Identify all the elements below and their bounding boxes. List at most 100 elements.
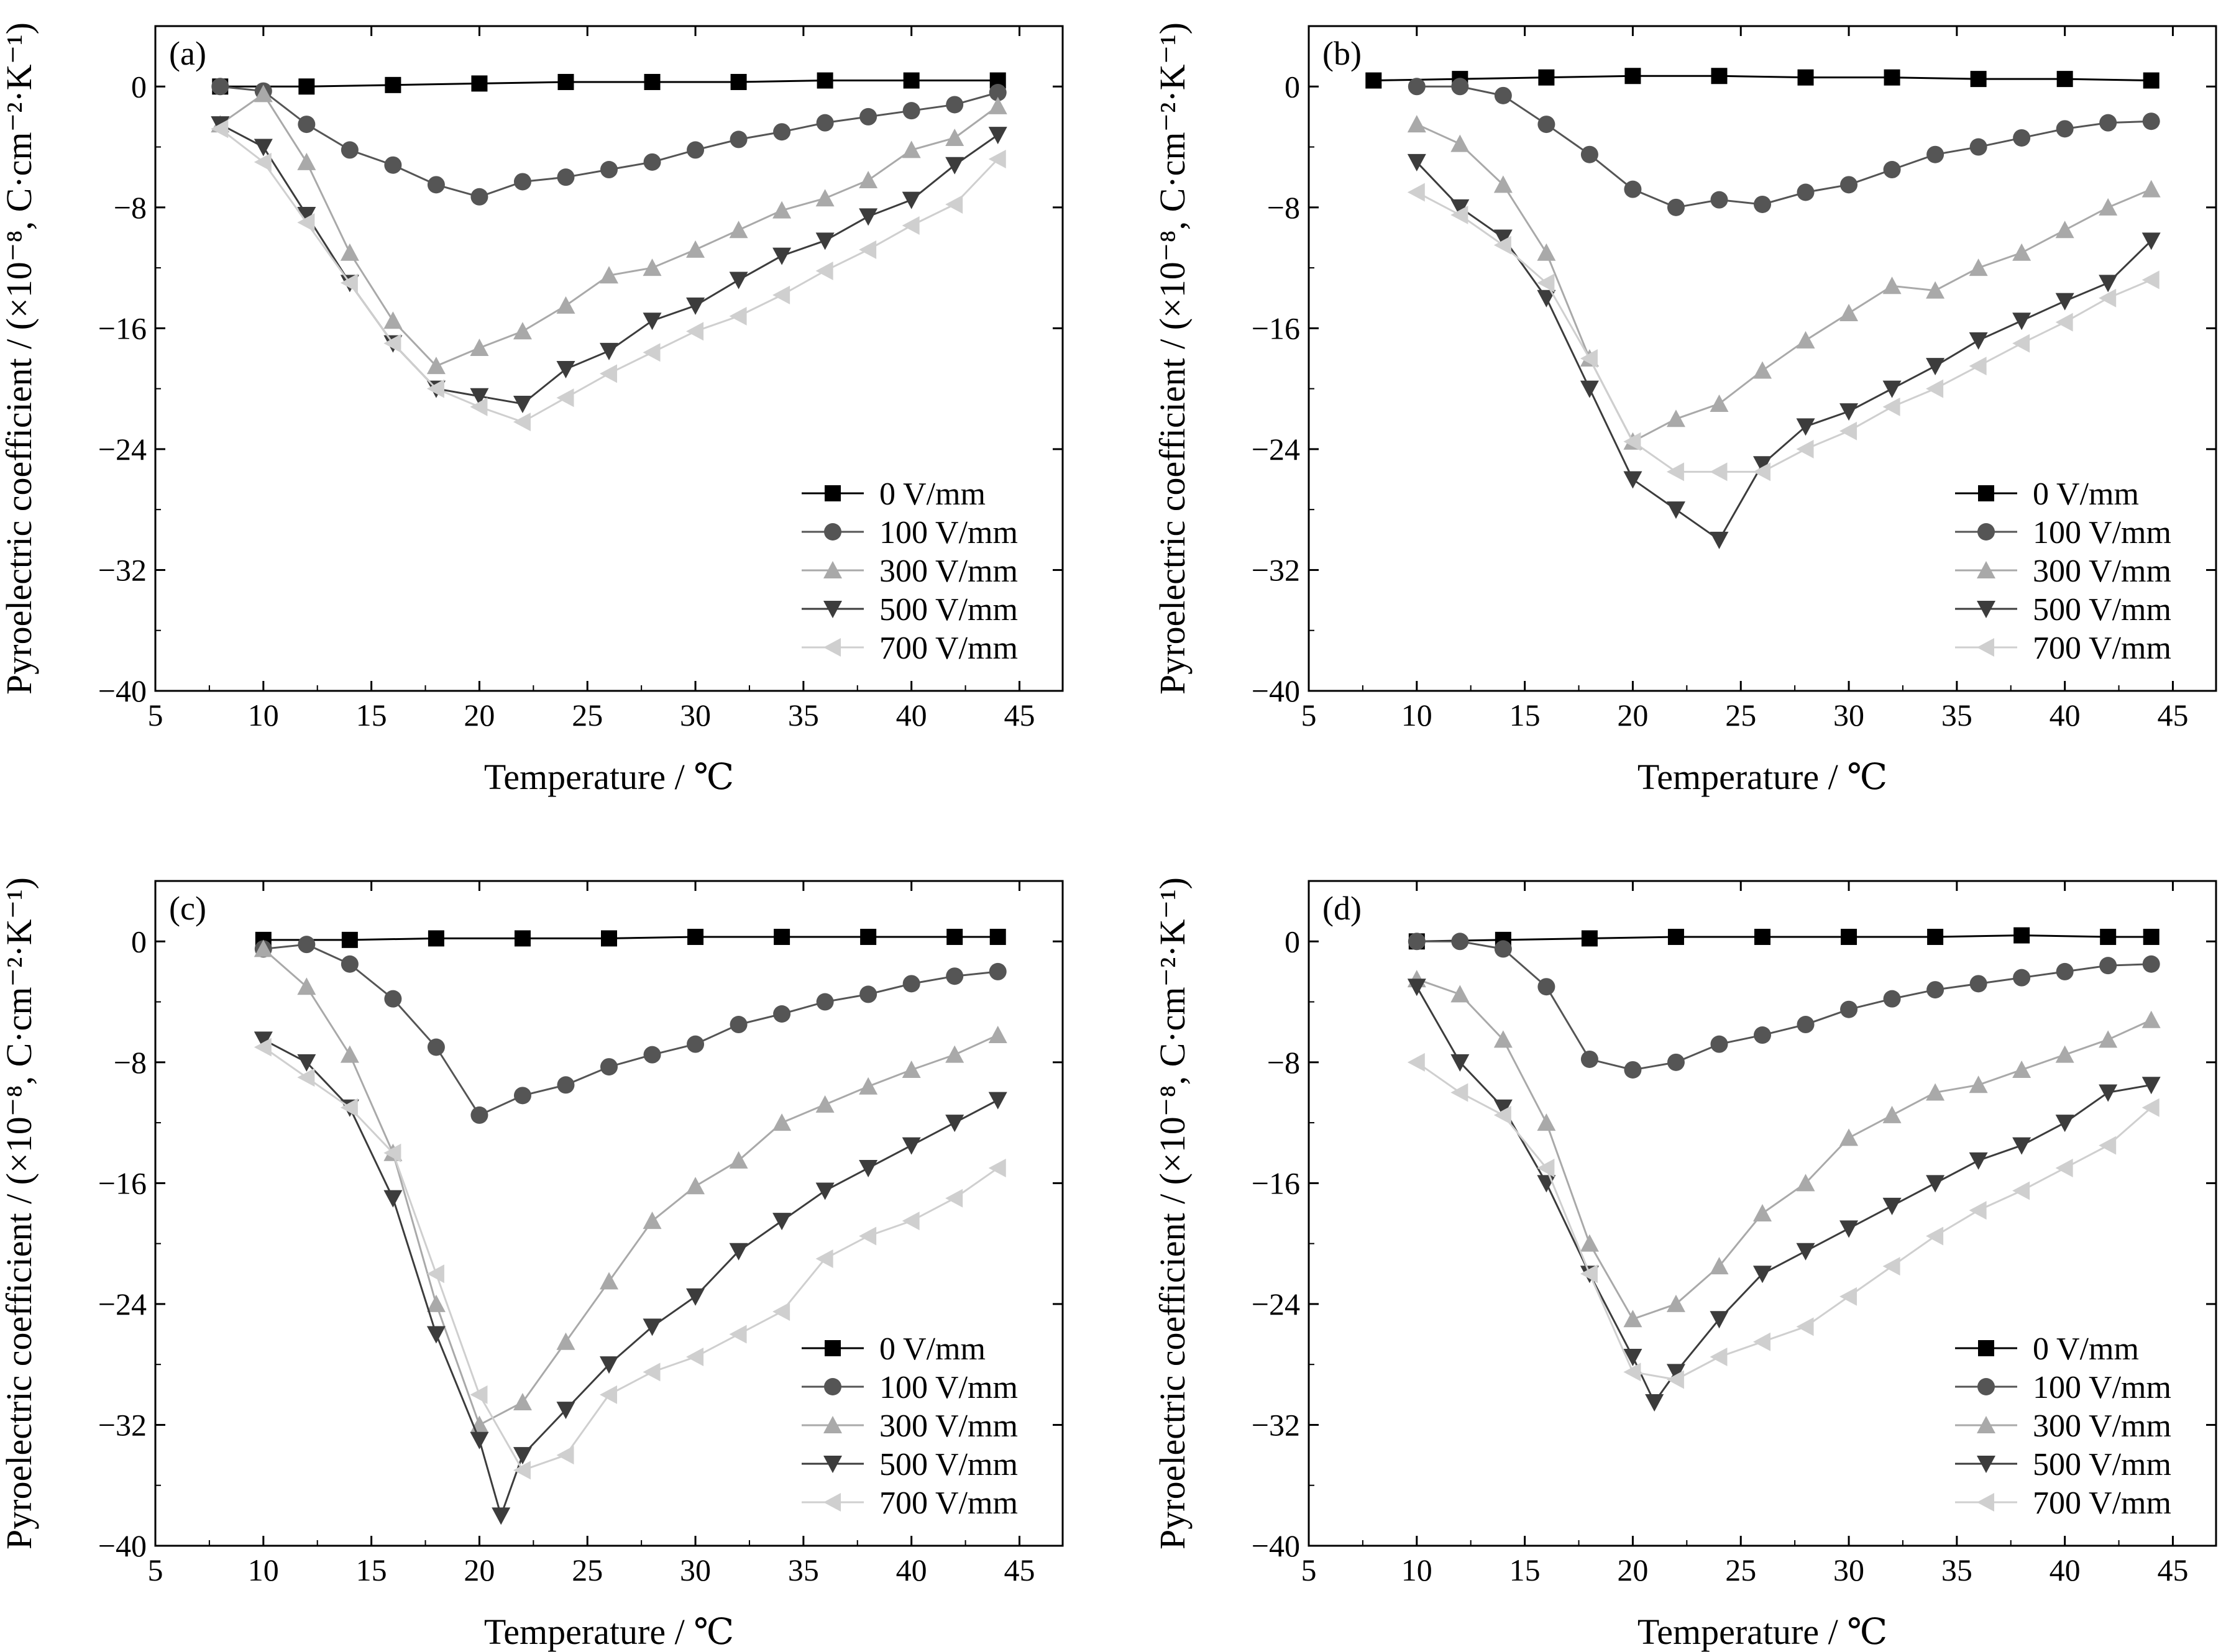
- data-point: [556, 296, 575, 314]
- x-tick-label: 20: [464, 698, 495, 732]
- data-point: [815, 189, 835, 207]
- x-tick-label: 35: [1941, 698, 1972, 732]
- data-point: [1537, 978, 1555, 996]
- data-point: [1753, 1332, 1770, 1351]
- data-point: [1839, 1220, 1859, 1238]
- data-point: [774, 928, 790, 945]
- data-point: [686, 297, 705, 315]
- data-point: [556, 1402, 575, 1420]
- data-point: [1667, 198, 1685, 216]
- x-tick-label: 25: [1725, 1553, 1756, 1587]
- data-point: [989, 84, 1007, 101]
- data-point: [1969, 138, 1987, 156]
- data-point: [1537, 116, 1555, 134]
- x-tick-label: 5: [148, 1553, 163, 1587]
- legend-label: 700 V/mm: [879, 631, 1018, 666]
- data-point: [600, 1058, 618, 1076]
- y-axis-title: Pyroelectric coefficient / (×10⁻⁸, C·cm⁻…: [0, 22, 39, 695]
- plot-frame: [1308, 25, 2217, 692]
- data-point: [1710, 1257, 1729, 1275]
- legend-label: 300 V/mm: [2033, 1408, 2171, 1444]
- data-point: [492, 1507, 511, 1525]
- data-point: [1796, 1174, 1815, 1192]
- data-point: [1666, 409, 1685, 427]
- data-point: [1537, 1113, 1556, 1131]
- y-tick-label: −8: [114, 1045, 147, 1080]
- legend-marker: [1977, 1493, 1994, 1512]
- data-point: [902, 1212, 920, 1231]
- legend-marker: [823, 1456, 842, 1473]
- data-point: [513, 322, 532, 340]
- series-line: [262, 948, 999, 1426]
- data-point: [2099, 1084, 2118, 1102]
- data-point: [513, 1087, 531, 1105]
- data-point: [816, 993, 834, 1011]
- data-point: [1796, 439, 1814, 459]
- legend-marker: [1977, 523, 1995, 541]
- data-point: [1407, 153, 1426, 171]
- data-point: [817, 72, 833, 89]
- data-point: [2099, 198, 2118, 216]
- data-point: [513, 1461, 531, 1480]
- data-point: [1493, 1105, 1511, 1125]
- data-point: [729, 1151, 748, 1169]
- y-tick-label: −24: [1252, 1287, 1300, 1321]
- data-point: [730, 1016, 748, 1034]
- data-point: [297, 1068, 315, 1087]
- data-point: [729, 1243, 748, 1261]
- data-point: [2013, 927, 2030, 944]
- data-point: [2142, 955, 2160, 973]
- data-point: [1753, 1204, 1772, 1221]
- data-point: [1796, 331, 1815, 349]
- data-point: [1451, 78, 1469, 96]
- data-point: [1754, 1026, 1771, 1044]
- data-point: [1580, 1264, 1598, 1284]
- series-300vmm: [211, 84, 1007, 375]
- data-point: [470, 1431, 489, 1449]
- data-point: [427, 1038, 445, 1056]
- data-point: [772, 247, 792, 265]
- series-500vmm: [1407, 153, 2161, 549]
- data-point: [254, 84, 273, 103]
- x-tick-label: 30: [1833, 1553, 1864, 1587]
- series-line: [1373, 75, 2151, 82]
- legend-marker: [1977, 601, 1995, 618]
- data-point: [254, 1038, 272, 1057]
- legend-label: 500 V/mm: [879, 1447, 1018, 1482]
- legend-label: 100 V/mm: [879, 1370, 1018, 1405]
- data-point: [945, 157, 964, 175]
- data-point: [686, 1288, 705, 1306]
- data-point: [513, 413, 531, 432]
- x-tick-label: 20: [464, 1553, 495, 1587]
- x-tick-label: 5: [1301, 1553, 1317, 1587]
- data-point: [643, 1318, 662, 1336]
- data-point: [1882, 397, 1900, 416]
- y-tick-label: −8: [1267, 190, 1300, 225]
- data-point: [815, 1182, 835, 1200]
- data-point: [1926, 1083, 1945, 1101]
- data-point: [902, 975, 920, 993]
- data-point: [2012, 1137, 2031, 1155]
- series-0vmm: [1365, 68, 2160, 89]
- data-point: [859, 107, 877, 125]
- legend-label: 100 V/mm: [2033, 1370, 2171, 1405]
- data-point: [557, 73, 574, 90]
- data-point: [859, 1077, 878, 1095]
- data-point: [1840, 1000, 1858, 1018]
- x-tick-label: 40: [896, 698, 927, 732]
- data-point: [2055, 221, 2074, 239]
- legend-marker: [823, 1493, 841, 1512]
- data-point: [988, 1092, 1007, 1110]
- data-point: [1926, 379, 1944, 398]
- data-point: [1969, 1152, 1988, 1170]
- data-point: [341, 955, 359, 973]
- series-100vmm: [1408, 78, 2160, 216]
- data-point: [470, 188, 488, 206]
- data-point: [988, 127, 1007, 145]
- y-axis-title: Pyroelectric coefficient / (×10⁻⁸, C·cm⁻…: [1152, 877, 1193, 1549]
- x-tick-label: 25: [1725, 698, 1756, 732]
- data-point: [297, 152, 316, 170]
- data-point: [1493, 1030, 1513, 1048]
- data-point: [1753, 456, 1772, 474]
- data-point: [383, 1143, 401, 1162]
